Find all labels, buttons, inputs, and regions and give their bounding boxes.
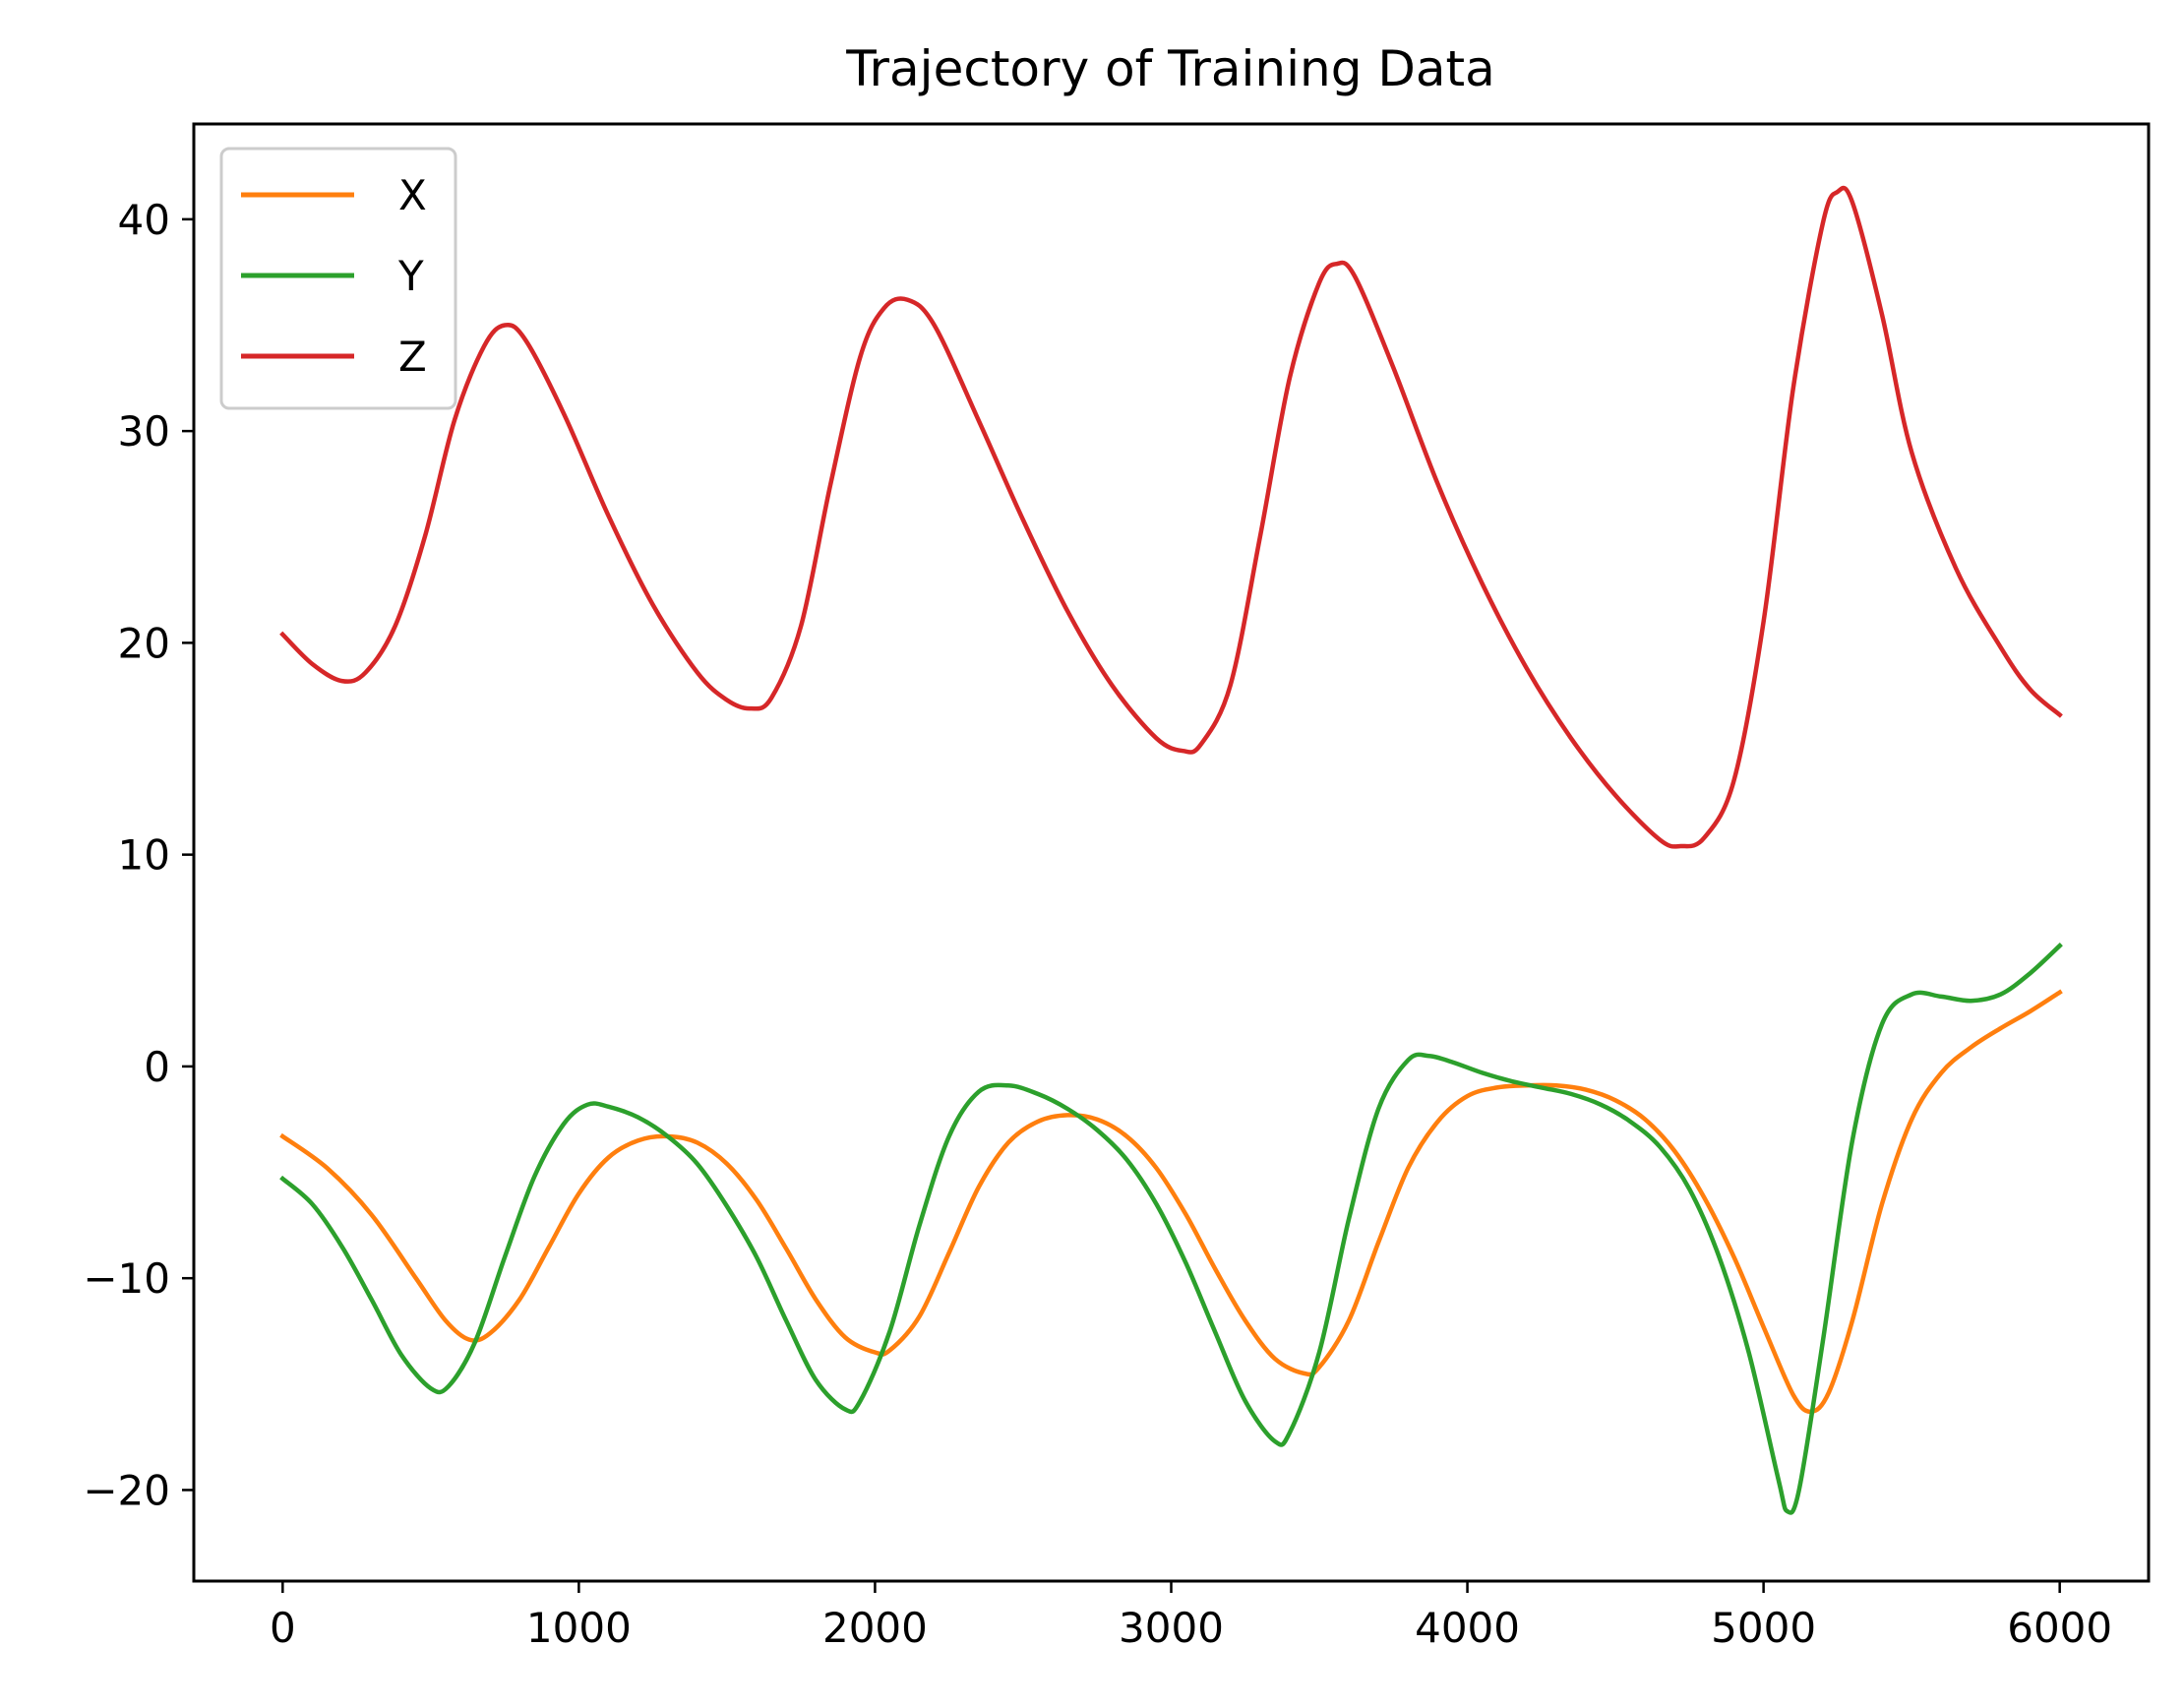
x-tick-label: 0 xyxy=(270,1604,296,1652)
y-tick-label: 0 xyxy=(144,1043,170,1091)
y-tick-label: −20 xyxy=(83,1466,170,1514)
y-axis: −20 −10 0 10 20 30 40 xyxy=(83,196,194,1514)
legend-box xyxy=(219,147,457,410)
x-axis: 0 1000 2000 3000 4000 5000 6000 xyxy=(270,1581,2112,1652)
y-tick-label: 40 xyxy=(118,196,170,244)
x-tick-label: 3000 xyxy=(1119,1604,1224,1652)
x-tick-label: 5000 xyxy=(1711,1604,1816,1652)
series-line-z xyxy=(279,185,2063,849)
chart-title: Trajectory of Training Data xyxy=(845,40,1494,97)
legend-label-y: Y xyxy=(397,252,424,300)
x-tick-label: 4000 xyxy=(1415,1604,1520,1652)
series-layer xyxy=(279,185,2063,1515)
x-tick-label: 2000 xyxy=(822,1604,928,1652)
x-tick-label: 6000 xyxy=(2007,1604,2112,1652)
x-tick-label: 1000 xyxy=(526,1604,632,1652)
y-tick-label: 10 xyxy=(118,831,170,880)
series-line-x xyxy=(279,989,2063,1415)
y-tick-label: −10 xyxy=(83,1254,170,1303)
y-tick-label: 20 xyxy=(118,619,170,667)
y-tick-label: 30 xyxy=(118,407,170,456)
legend: XYZ xyxy=(219,147,457,410)
legend-label-z: Z xyxy=(398,333,427,381)
series-line-y xyxy=(279,943,2063,1515)
legend-label-x: X xyxy=(398,171,427,219)
